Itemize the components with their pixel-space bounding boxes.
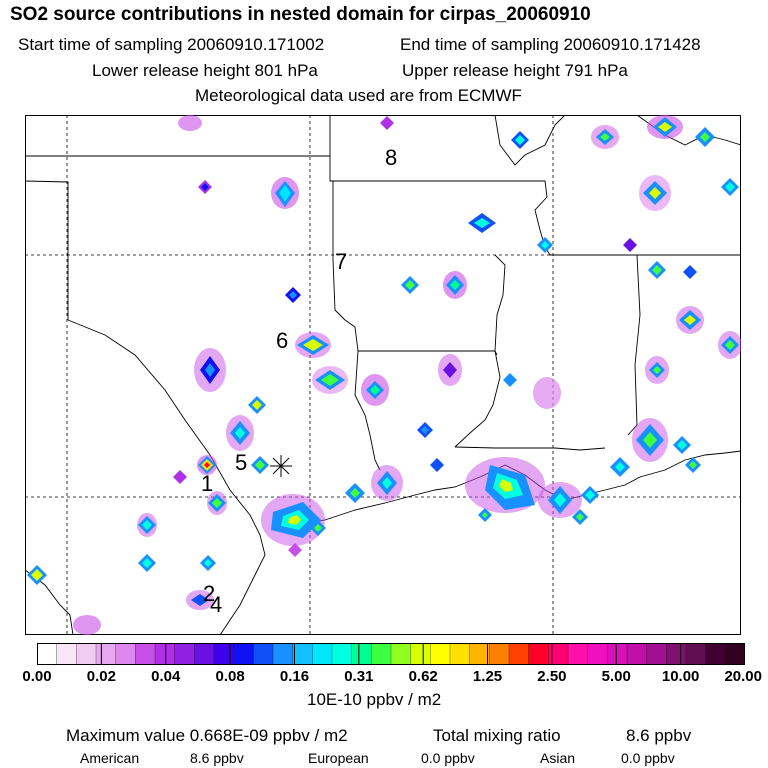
colorbar-cell [135,643,156,665]
colorbar-cell [37,643,58,665]
colorbar-cell [115,643,136,665]
colorbar-tick-label: 0.02 [86,668,116,685]
met-data-label: Meteorological data used are from ECMWF [195,86,522,105]
colorbar-tick-label: 0.31 [344,668,374,685]
colorbar-cell [76,643,97,665]
colorbar-tick-label: 0.16 [279,668,310,685]
colorbar-cell [607,643,628,665]
colorbar-cell [312,643,333,665]
colorbar-cell [154,643,176,665]
colorbar-cell [587,643,608,665]
marker-6: 6 [276,328,288,353]
colorbar-cell [626,643,648,665]
colorbar-cell [253,643,274,665]
american-label: American [80,750,140,766]
colorbar-cell [725,643,745,665]
lower-release-label: Lower release height 801 hPa [92,61,318,80]
end-time-label: End time of sampling 20060910.171428 [400,35,701,54]
american-value: 8.6 ppbv [190,750,244,766]
marker-4: 4 [210,592,222,617]
colorbar-tick-label: 0.00 [22,668,52,685]
colorbar-unit: 10E-10 ppbv / m2 [307,690,442,709]
marker-7: 7 [335,249,347,274]
start-time-label: Start time of sampling 20060910.171002 [18,35,325,54]
colorbar-cell [292,643,313,665]
max-value-label: Maximum value 0.668E-09 ppbv / m2 [66,726,348,745]
european-label: European [308,750,369,766]
colorbar-cell [646,643,667,665]
marker-8: 8 [385,145,397,170]
colorbar-tick-label: 1.25 [472,668,503,685]
marker-1: 1 [201,471,213,496]
colorbar-cell [430,643,451,665]
colorbar-cell [213,643,235,665]
colorbar-cell [666,643,687,665]
colorbar-cell [233,643,254,665]
map-panel: 1 2 4 5 6 7 8 [25,115,741,635]
colorbar-cell [548,643,569,665]
european-value: 0.0 ppbv [421,750,475,766]
boundaries [25,115,741,635]
marker-2: 2 [203,581,215,606]
colorbar-tick-label: 10.00 [661,668,700,685]
colorbar-tick-label: 20.00 [724,668,762,685]
colorbar-cell [95,643,117,665]
marker-5: 5 [235,450,247,475]
colorbar-cell [174,643,195,665]
colorbar-cell [528,643,549,665]
colorbar-cell [390,643,412,665]
total-mixing-label: Total mixing ratio [433,726,561,745]
upper-release-label: Upper release height 791 hPa [402,61,628,80]
colorbar-tick-label: 5.00 [601,668,631,685]
colorbar-cell [489,643,510,665]
colorbar-cell [469,643,490,665]
total-mixing-value: 8.6 ppbv [626,726,692,745]
colorbar-cell [194,643,215,665]
receptor-asterisk-icon [270,455,292,477]
colorbar-cell [56,643,77,665]
colorbar-tick-label: 0.08 [215,668,245,685]
colorbar-cell [272,643,294,665]
colorbar-cell [331,643,353,665]
colorbar-tick-label: 0.62 [408,668,438,685]
colorbar-cell [351,643,372,665]
colorbar-cell [449,643,471,665]
colorbar-cell [371,643,392,665]
colorbar-cell [410,643,431,665]
colorbar-tick-label: 2.50 [537,668,567,685]
asian-label: Asian [540,750,576,766]
colorbar-cell [685,643,707,665]
colorbar-cell [567,643,589,665]
chart-title: SO2 source contributions in nested domai… [10,4,591,25]
asian-value: 0.0 ppbv [621,750,675,766]
colorbar [37,643,745,665]
colorbar-cell [508,643,530,665]
concentration-blobs [27,115,741,635]
colorbar-cell [705,643,726,665]
colorbar-tick-label: 0.04 [151,668,181,685]
